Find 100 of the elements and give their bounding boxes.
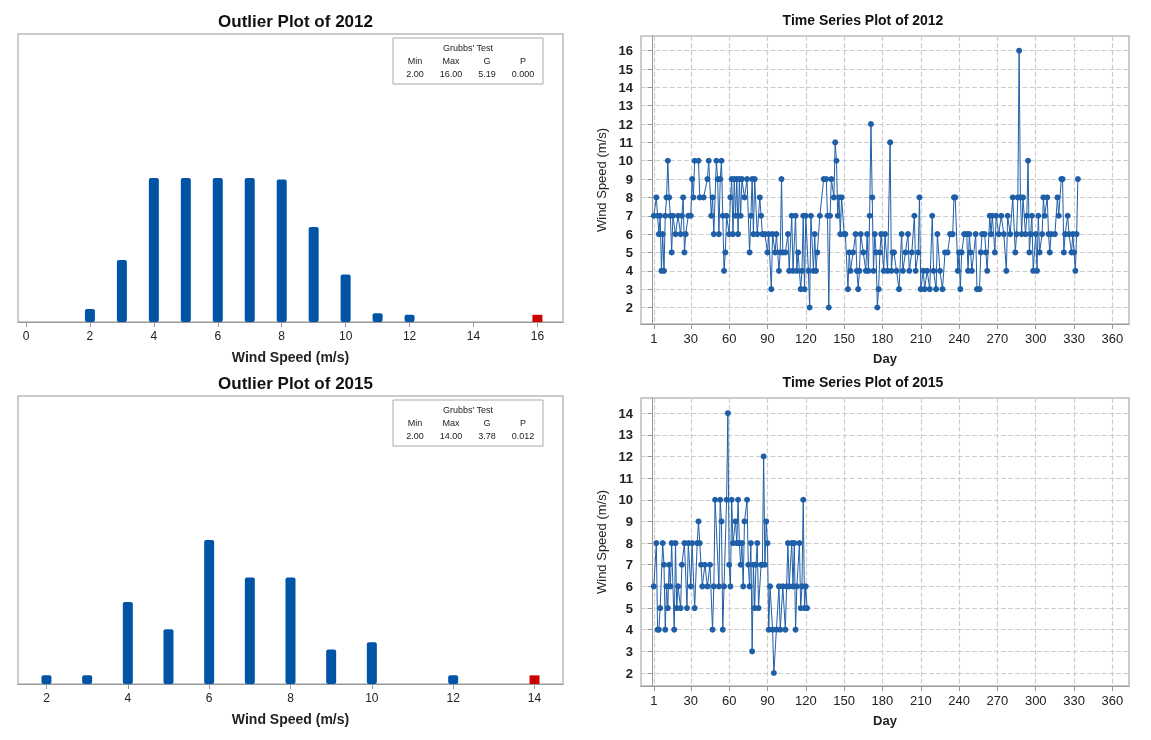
y-tick-label: 4 (625, 622, 634, 638)
x-tick-label: 0 (22, 329, 30, 343)
x-tick-label: 90 (760, 693, 775, 708)
y-tick-label: 14 (618, 405, 634, 421)
bar (116, 260, 127, 322)
x-tick-label: 330 (1063, 693, 1085, 708)
x-tick-label: 2 (43, 691, 51, 705)
chart-title: Time Series Plot of 2012 (782, 12, 944, 28)
text: 2.00 (406, 68, 424, 79)
y-tick-label: 12 (618, 116, 633, 132)
y-tick-label: 11 (619, 134, 633, 150)
bar (244, 577, 255, 684)
bar (529, 675, 540, 684)
text: Max (442, 417, 460, 428)
y-axis-title: Wind Speed (m/s) (593, 489, 609, 595)
bar (204, 540, 215, 684)
x-tick-label: 180 (871, 331, 894, 346)
x-tick-label: 270 (986, 693, 1009, 708)
x-tick-label: 150 (833, 693, 855, 708)
x-tick-label: 4 (124, 691, 132, 705)
y-tick-label: 2 (625, 299, 633, 315)
y-tick-label: 13 (618, 98, 633, 114)
x-tick-label: 8 (287, 691, 295, 705)
bar (366, 642, 377, 684)
x-tick-label: 150 (833, 331, 855, 346)
text: 0.000 (511, 68, 535, 79)
x-tick-label: 300 (1024, 693, 1047, 708)
x-tick-label: 4 (150, 329, 158, 343)
text: P (519, 55, 527, 66)
x-tick-label: 2 (86, 329, 94, 343)
x-tick-label: 10 (365, 691, 379, 705)
y-tick-label: 8 (625, 189, 633, 205)
text: G (483, 417, 491, 428)
y-tick-label: 6 (625, 226, 633, 242)
x-tick-label: 1 (650, 693, 658, 708)
bar (326, 649, 337, 684)
text: P (519, 417, 527, 428)
bar (163, 629, 174, 684)
y-tick-label: 2 (625, 665, 633, 681)
x-tick-label: 12 (446, 691, 461, 705)
y-tick-label: 16 (618, 43, 633, 59)
y-tick-label: 5 (625, 600, 633, 616)
text: Grubbs' Test (442, 404, 494, 415)
x-tick-label: 10 (338, 329, 353, 343)
y-tick-label: 14 (618, 79, 634, 95)
bar (340, 274, 351, 322)
text: 2.00 (406, 430, 424, 441)
y-tick-label: 9 (625, 513, 633, 529)
text: Min (407, 55, 423, 66)
x-tick-label: 360 (1101, 331, 1124, 346)
bar (285, 577, 296, 684)
x-tick-label: 120 (794, 693, 817, 708)
x-tick-label: 30 (683, 693, 699, 708)
x-tick-label: 14 (466, 329, 481, 343)
x-tick-label: 60 (721, 331, 737, 346)
y-tick-label: 7 (625, 208, 633, 224)
x-tick-label: 270 (986, 331, 1009, 346)
x-tick-label: 1 (650, 331, 658, 346)
bar (84, 309, 95, 322)
y-axis-title: Wind Speed (m/s) (593, 127, 609, 233)
y-tick-label: 15 (618, 61, 633, 77)
x-tick-label: 210 (909, 693, 932, 708)
text: 14.00 (439, 430, 463, 441)
y-tick-label: 10 (618, 492, 633, 508)
x-tick-label: 12 (402, 329, 417, 343)
x-tick-label: 16 (530, 329, 545, 343)
y-tick-label: 6 (625, 578, 633, 594)
x-axis-title: Day (873, 351, 898, 366)
text: Max (442, 55, 460, 66)
bar (276, 179, 287, 322)
x-axis-title: Wind Speed (m/s) (231, 349, 350, 365)
text: 0.012 (511, 430, 535, 441)
x-tick-label: 60 (721, 693, 737, 708)
y-tick-label: 3 (625, 281, 633, 297)
y-tick-label: 4 (625, 263, 634, 279)
x-tick-label: 14 (527, 691, 542, 705)
y-tick-label: 13 (618, 427, 633, 443)
bar (244, 178, 255, 322)
text: 16.00 (439, 68, 463, 79)
text: 5.19 (478, 68, 496, 79)
x-tick-label: 300 (1024, 331, 1047, 346)
bar (308, 226, 319, 322)
x-tick-label: 6 (214, 329, 222, 343)
x-tick-label: 330 (1063, 331, 1085, 346)
text: Grubbs' Test (442, 42, 494, 53)
x-tick-label: 180 (871, 693, 894, 708)
bar (148, 178, 159, 322)
y-tick-label: 10 (618, 153, 633, 169)
chart-title: Time Series Plot of 2015 (782, 374, 944, 390)
bar (122, 601, 133, 684)
bar (180, 178, 191, 322)
y-tick-label: 7 (625, 557, 633, 573)
bar (212, 178, 223, 322)
chart-title: Outlier Plot of 2012 (218, 12, 373, 31)
y-tick-label: 9 (625, 171, 633, 187)
y-tick-label: 11 (619, 470, 633, 486)
bar (532, 314, 543, 322)
y-tick-label: 12 (618, 448, 633, 464)
x-axis-title: Day (873, 713, 898, 728)
y-tick-label: 3 (625, 643, 633, 659)
